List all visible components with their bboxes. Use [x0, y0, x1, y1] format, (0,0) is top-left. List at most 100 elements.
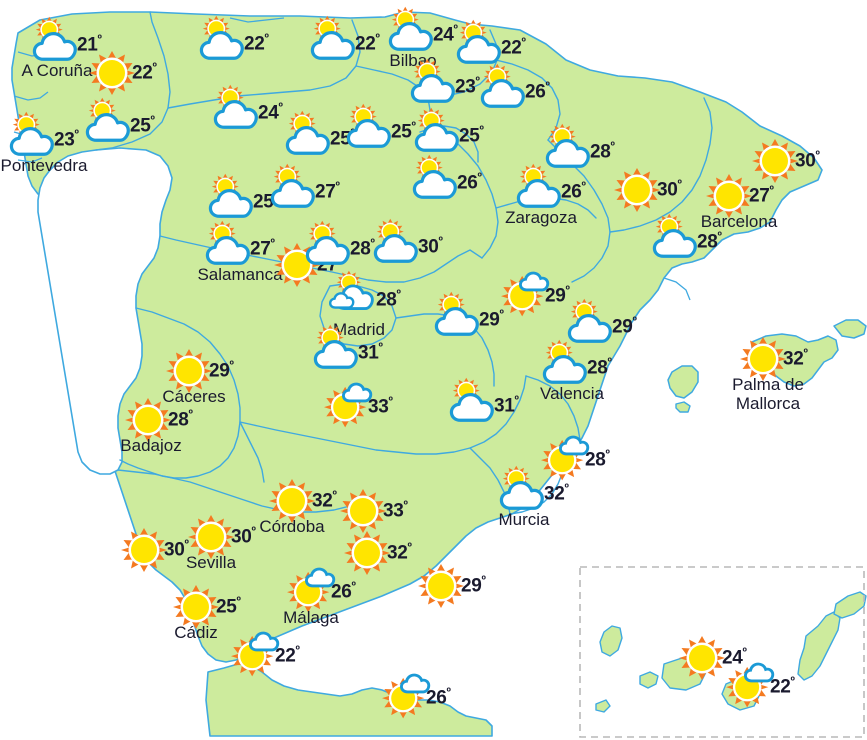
temperature-label: 28º: [697, 229, 722, 253]
temperature-label: 31º: [494, 393, 519, 417]
temperature-label: 25º: [391, 119, 416, 143]
temperature-label: 29º: [479, 307, 504, 331]
city-label-line: A Coruña: [21, 61, 93, 80]
temperature-label: 27º: [749, 183, 774, 207]
city-label-line: Córdoba: [259, 517, 325, 536]
temperature-label: 22º: [501, 35, 526, 59]
temperature-label: 29º: [612, 314, 637, 338]
temperature-label: 32º: [544, 481, 569, 505]
city-label-madrid: Madrid: [333, 320, 385, 339]
sun-smallcloud-icon: [501, 271, 550, 319]
city-label-line: Badajoz: [120, 436, 182, 455]
sun-cloud-icon: [652, 213, 700, 265]
temperature-label: 29º: [209, 358, 234, 382]
el-hierro-island: [595, 699, 611, 713]
city-label-line: Málaga: [283, 608, 339, 627]
temperature-label: 22º: [275, 643, 300, 667]
temperature-label: 27º: [250, 236, 275, 260]
temperature-label: 29º: [461, 573, 486, 597]
temperature-label: 30º: [164, 537, 189, 561]
temperature-label: 25º: [216, 594, 241, 618]
city-label-line: Zaragoza: [505, 208, 577, 227]
city-label-salamanca: Salamanca: [197, 265, 282, 284]
ria-galicia-4: [17, 157, 43, 163]
bay-cantabrico: [229, 17, 285, 23]
city-label-line: Sevilla: [185, 553, 237, 572]
sun-icon: [344, 530, 390, 576]
border-madrid: [319, 283, 397, 347]
city-label-murcia: Murcia: [498, 510, 549, 529]
lanzarote-island: [833, 591, 867, 619]
temperature-label: 22º: [132, 60, 157, 84]
temperature-label: 30º: [231, 524, 256, 548]
border-navarra: [495, 59, 561, 141]
city-label-line: Salamanca: [197, 265, 283, 284]
city-label-cordoba: Córdoba: [259, 517, 324, 536]
sun-cloud-icon: [373, 218, 421, 270]
city-label-barcelona: Barcelona: [701, 212, 778, 231]
sun-cloud-icon: [313, 324, 361, 376]
temperature-label: 24º: [258, 100, 283, 124]
city-label-line: Cádiz: [174, 623, 218, 642]
double-cloud-sun-icon: [329, 270, 379, 323]
temperature-label: 28º: [376, 287, 401, 311]
fuerteventura-island: [797, 611, 841, 681]
sun-cloud-icon: [449, 377, 497, 429]
la-palma-island: [599, 625, 623, 657]
ibiza-island: [667, 365, 699, 399]
temperature-label: 27º: [315, 179, 340, 203]
inset-frame-svg: [579, 566, 865, 738]
temperature-label: 23º: [455, 74, 480, 98]
temperature-label: 21º: [77, 32, 102, 56]
temperature-label: 23º: [54, 127, 79, 151]
city-label-line: Madrid: [333, 320, 385, 339]
sun-cloud-icon: [434, 291, 482, 343]
city-label-malaga: Málaga: [283, 608, 339, 627]
border-cantabria: [355, 65, 431, 123]
city-label-line: Murcia: [498, 510, 550, 529]
temperature-label: 26º: [457, 170, 482, 194]
border-cordoba-jaen: [239, 421, 265, 483]
city-label-line: Cáceres: [162, 387, 226, 406]
sun-cloud-icon: [305, 220, 353, 272]
city-label-cadiz: Cádiz: [174, 623, 217, 642]
sun-cloud-icon: [414, 107, 462, 159]
sun-icon: [89, 50, 135, 96]
sun-cloud-icon: [285, 110, 333, 162]
temperature-label: 28º: [585, 447, 610, 471]
temperature-label: 29º: [545, 283, 570, 307]
portugal-area: [37, 147, 173, 475]
temperature-label: 33º: [368, 394, 393, 418]
sun-cloud-icon: [85, 97, 133, 149]
ria-galicia-2: [13, 91, 49, 101]
sun-cloud-icon: [567, 298, 615, 350]
temperature-label: 25º: [130, 113, 155, 137]
sun-cloud-icon: [310, 15, 358, 67]
sun-cloud-icon: [199, 15, 247, 67]
city-label-a-coruna: A Coruña: [22, 61, 93, 80]
la-gomera-island: [639, 671, 659, 689]
temperature-label: 26º: [426, 685, 451, 709]
temperature-label: 28º: [350, 236, 375, 260]
temperature-label: 25º: [459, 123, 484, 147]
city-label-line: Palma de: [732, 375, 804, 394]
sun-cloud-icon: [480, 63, 528, 115]
border-catalonia: [609, 97, 713, 233]
city-label-palma-mallorca: Palma de Mallorca: [732, 375, 804, 413]
temperature-label: 22º: [770, 674, 795, 698]
temperature-label: 32º: [312, 488, 337, 512]
temperature-label: 28º: [168, 407, 193, 431]
temperature-label: 22º: [355, 31, 380, 55]
temperature-label: 26º: [331, 579, 356, 603]
internal-borders: [95, 11, 713, 515]
river-guadalquivir: [117, 469, 365, 513]
city-label-valencia: Valencia: [540, 384, 604, 403]
sun-smallcloud-icon: [324, 382, 373, 430]
sun-smallcloud-icon: [382, 673, 431, 721]
temperature-label: 28º: [587, 355, 612, 379]
city-label-zaragoza: Zaragoza: [505, 208, 577, 227]
city-label-badajoz: Badajoz: [120, 436, 181, 455]
temperature-label: 22º: [244, 31, 269, 55]
temperature-label: 31º: [358, 340, 383, 364]
